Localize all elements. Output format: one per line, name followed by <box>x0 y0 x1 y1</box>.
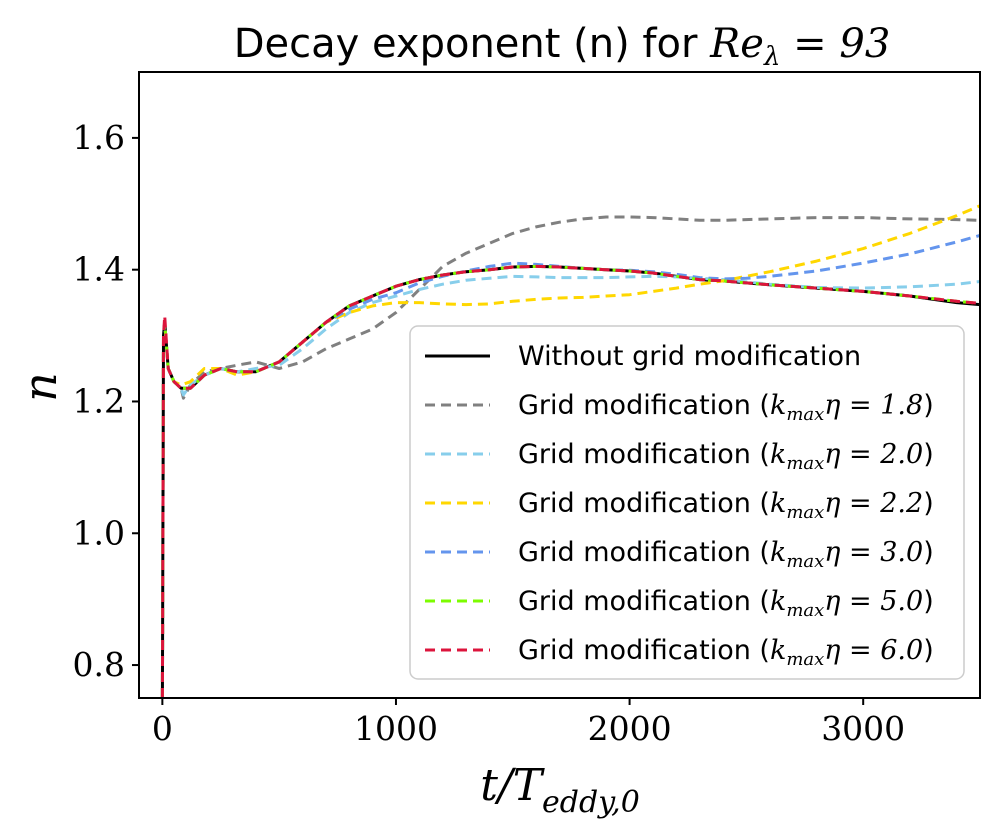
x-axis-label: t/Teddy,0 <box>480 760 640 820</box>
series-line-6 <box>160 264 980 698</box>
y-axis-label: n <box>13 372 67 402</box>
legend-label-6: Grid modification (kmaxη = 6.0) <box>518 635 934 670</box>
y-tick-label: 1.0 <box>73 513 125 552</box>
chart-title-math: Re <box>709 21 764 67</box>
chart-title-text: Decay exponent (n) for <box>234 21 710 67</box>
legend-label-2: Grid modification (kmaxη = 2.0) <box>518 439 934 474</box>
x-tick-label: 1000 <box>354 709 438 748</box>
x-tick-label: 2000 <box>588 709 672 748</box>
x-axis-label-main: t/T <box>480 760 546 811</box>
legend-label-5: Grid modification (kmaxη = 5.0) <box>518 586 934 621</box>
axis-ticks: 0 1000 2000 3000 0.8 1.0 1.2 1.4 1.6 <box>73 118 906 748</box>
plot-frame <box>138 71 981 699</box>
series-line-2 <box>160 274 980 698</box>
x-tick-label: 0 <box>152 709 173 748</box>
series-line-1 <box>160 215 980 698</box>
legend-label-4: Grid modification (kmaxη = 3.0) <box>518 537 934 572</box>
y-tick-label: 1.6 <box>73 118 125 157</box>
chart-title: Decay exponent (n) for Reλ = 93 <box>234 21 891 72</box>
legend: Without grid modification Grid modificati… <box>409 325 965 680</box>
x-axis-label-sub: eddy,0 <box>542 785 640 820</box>
chart-title-math-rest: = 93 <box>780 21 890 67</box>
legend-label-0: Without grid modification <box>518 341 861 372</box>
y-tick-label: 1.2 <box>73 381 125 420</box>
series-layer <box>160 204 980 698</box>
legend-label-3: Grid modification (kmaxη = 2.2) <box>518 488 934 523</box>
y-tick-label: 1.4 <box>73 250 125 289</box>
series-line-3 <box>160 204 980 698</box>
chart-title-math-sub: λ <box>763 42 780 72</box>
x-tick-label: 3000 <box>821 709 905 748</box>
y-tick-label: 0.8 <box>73 645 125 684</box>
legend-box <box>409 325 965 680</box>
series-line-5 <box>160 264 980 698</box>
legend-label-1: Grid modification (kmaxη = 1.8) <box>518 390 934 425</box>
